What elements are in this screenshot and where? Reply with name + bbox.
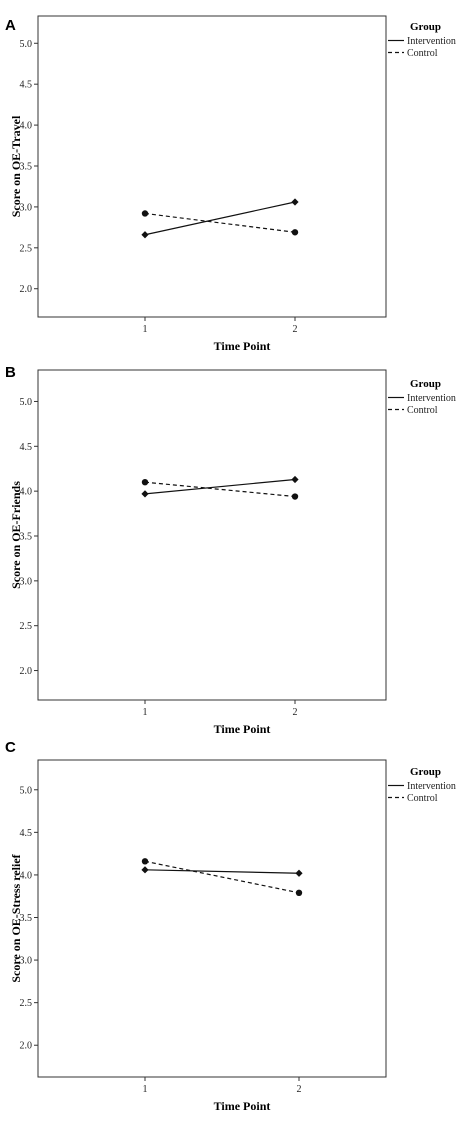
- panel-letter: C: [5, 739, 16, 756]
- data-point-intervention: [141, 866, 149, 874]
- x-axis-title: Time Point: [214, 1099, 271, 1113]
- data-point-intervention: [141, 490, 149, 498]
- legend-title: Group: [410, 378, 441, 390]
- y-axis-title: Score on OE-Stress relief: [9, 853, 23, 982]
- chart-panel-c: C 2.0 2.5 3.0 3.5 4.0 4.5 5.0 1 2 Time Point Score …: [5, 739, 456, 1113]
- y-tick-label: 3.5: [20, 913, 33, 924]
- data-point-control: [141, 858, 149, 865]
- series-line-intervention: [144, 478, 296, 495]
- plot-frame: [37, 369, 387, 701]
- chart-panel-b: B 2.0 2.5 3.0 3.5 4.0 4.5 5.0 1 2 Time Point Score …: [5, 364, 456, 736]
- y-tick-label: 2.0: [20, 284, 33, 295]
- y-tick-label: 5.0: [20, 785, 33, 796]
- y-tick-label: 3.0: [20, 576, 33, 587]
- y-tick-label: 3.5: [20, 162, 33, 173]
- data-point-control: [291, 493, 299, 500]
- y-tick-label: 4.0: [20, 121, 33, 132]
- legend-title: Group: [410, 21, 441, 33]
- y-tick-label: 5.0: [20, 397, 33, 408]
- x-tick-label: 1: [143, 1084, 148, 1095]
- y-axis-title: Score on OE-Friends: [9, 481, 23, 589]
- y-tick-label: 4.5: [20, 828, 33, 839]
- x-axis-title: Time Point: [214, 339, 271, 353]
- y-tick-label: 4.0: [20, 870, 33, 881]
- x-axis-title: Time Point: [214, 722, 271, 736]
- x-tick-label: 2: [293, 324, 298, 335]
- data-point-control: [295, 889, 303, 897]
- x-tick-label: 2: [293, 707, 298, 718]
- legend-title: Group: [410, 766, 441, 778]
- data-point-intervention: [291, 475, 299, 484]
- x-tick-label: 1: [143, 324, 148, 335]
- series-line-control: [144, 481, 296, 498]
- y-tick-label: 2.5: [20, 243, 33, 254]
- data-point-intervention: [295, 869, 303, 877]
- legend-label: Control: [407, 793, 438, 804]
- legend-label: Control: [407, 48, 438, 59]
- series-line-control: [144, 860, 300, 894]
- y-tick-label: 4.5: [20, 80, 33, 91]
- legend-label: Intervention: [407, 393, 456, 404]
- x-tick-label: 1: [143, 707, 148, 718]
- legend-label: Control: [407, 405, 438, 416]
- x-tick-label: 2: [297, 1084, 302, 1095]
- legend-label: Intervention: [407, 781, 456, 792]
- y-tick-label: 4.5: [20, 442, 33, 453]
- data-point-control: [291, 229, 299, 236]
- y-tick-label: 2.0: [20, 666, 33, 677]
- data-point-intervention: [291, 198, 299, 206]
- panel-letter: A: [5, 17, 16, 34]
- data-point-control: [141, 478, 149, 486]
- y-axis-title: Score on OE-Travel: [9, 115, 23, 217]
- data-point-intervention: [141, 231, 149, 239]
- y-tick-label: 5.0: [20, 39, 33, 50]
- series-line-intervention: [144, 201, 296, 236]
- series-line-intervention: [144, 869, 300, 874]
- y-tick-label: 2.0: [20, 1041, 33, 1052]
- legend-label: Intervention: [407, 36, 456, 47]
- y-tick-label: 4.0: [20, 487, 33, 498]
- y-tick-label: 2.5: [20, 998, 33, 1009]
- y-tick-label: 3.0: [20, 202, 33, 213]
- y-tick-label: 2.5: [20, 621, 33, 632]
- chart-panel-a: A 2.0 2.5 3.0 3.5 4.0 4.5 5.0 1 2 Time Point Score …: [5, 15, 456, 353]
- y-tick-label: 3.5: [20, 532, 33, 543]
- y-tick-label: 3.0: [20, 956, 33, 967]
- plot-frame: [37, 759, 387, 1078]
- panel-letter: B: [5, 364, 16, 381]
- plot-frame: [37, 15, 387, 318]
- data-point-control: [141, 210, 149, 217]
